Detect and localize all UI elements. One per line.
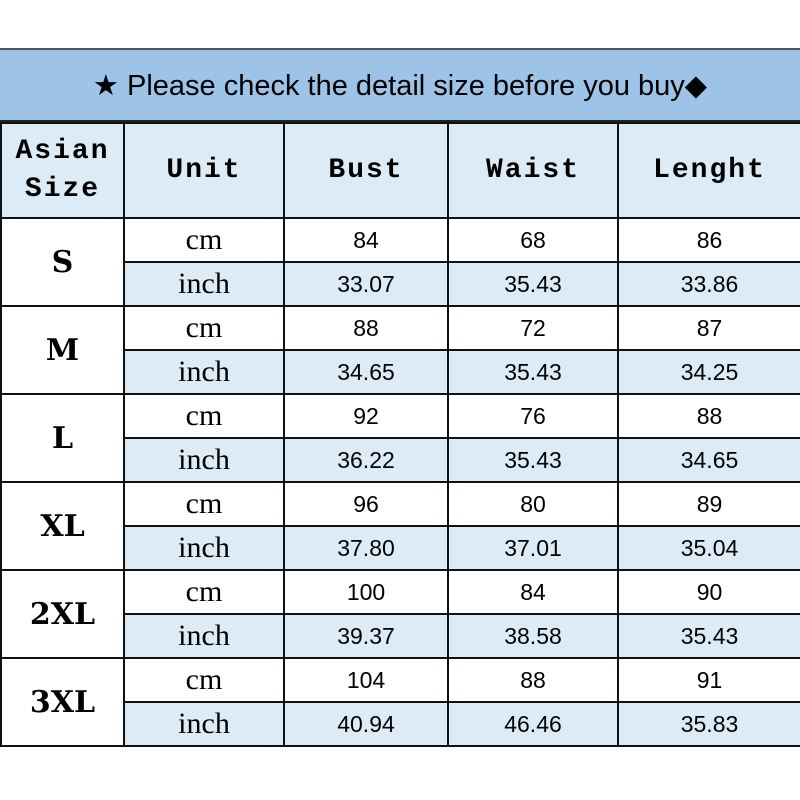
length-cell: 89 <box>617 481 800 527</box>
length-cell: 34.65 <box>617 437 800 483</box>
table-row: inch 40.94 46.46 35.83 <box>1 701 800 747</box>
bust-cell: 33.07 <box>283 261 449 307</box>
bust-cell: 84 <box>283 217 449 263</box>
bust-cell: 88 <box>283 305 449 351</box>
unit-cell: inch <box>123 437 285 483</box>
table-row: inch 37.80 37.01 35.04 <box>1 525 800 571</box>
header-asian-size: Asian Size <box>0 122 125 219</box>
size-notice-banner: ★ Please check the detail size before yo… <box>0 48 800 122</box>
header-row: Asian Size Unit Bust Waist Lenght <box>0 122 800 219</box>
length-cell: 35.04 <box>617 525 800 571</box>
length-cell: 91 <box>617 657 800 703</box>
length-cell: 35.43 <box>617 613 800 659</box>
bust-cell: 100 <box>283 569 449 615</box>
bust-cell: 40.94 <box>283 701 449 747</box>
size-label: S <box>0 217 125 307</box>
waist-cell: 88 <box>447 657 619 703</box>
size-label: M <box>0 305 125 395</box>
header-waist: Waist <box>447 122 619 219</box>
size-label: L <box>0 393 125 483</box>
waist-cell: 80 <box>447 481 619 527</box>
length-cell: 88 <box>617 393 800 439</box>
length-cell: 86 <box>617 217 800 263</box>
bust-cell: 96 <box>283 481 449 527</box>
table-row: 2XL cm 100 84 90 <box>0 569 800 659</box>
header-length: Lenght <box>617 122 800 219</box>
unit-cell: inch <box>123 349 285 395</box>
waist-cell: 35.43 <box>447 437 619 483</box>
waist-cell: 35.43 <box>447 261 619 307</box>
unit-cell: inch <box>123 525 285 571</box>
waist-cell: 84 <box>447 569 619 615</box>
bust-cell: 39.37 <box>283 613 449 659</box>
size-label: 3XL <box>0 657 125 747</box>
bust-cell: 36.22 <box>283 437 449 483</box>
waist-cell: 76 <box>447 393 619 439</box>
table-row: XL cm 96 80 89 <box>0 481 800 571</box>
unit-cell: cm <box>123 481 285 527</box>
waist-cell: 72 <box>447 305 619 351</box>
size-label: 2XL <box>0 569 125 659</box>
unit-cell: inch <box>123 613 285 659</box>
table-row: 3XL cm 104 88 91 <box>0 657 800 747</box>
length-cell: 34.25 <box>617 349 800 395</box>
unit-cell: cm <box>123 393 285 439</box>
waist-cell: 68 <box>447 217 619 263</box>
table-row: inch 36.22 35.43 34.65 <box>1 437 800 483</box>
length-cell: 87 <box>617 305 800 351</box>
unit-cell: cm <box>123 657 285 703</box>
unit-cell: cm <box>123 217 285 263</box>
header-unit: Unit <box>123 122 285 219</box>
table-row: inch 39.37 38.58 35.43 <box>1 613 800 659</box>
header-bust: Bust <box>283 122 449 219</box>
unit-cell: inch <box>123 701 285 747</box>
bust-cell: 34.65 <box>283 349 449 395</box>
table-row: inch 33.07 35.43 33.86 <box>1 261 800 307</box>
table-row: inch 34.65 35.43 34.25 <box>1 349 800 395</box>
waist-cell: 38.58 <box>447 613 619 659</box>
length-cell: 90 <box>617 569 800 615</box>
waist-cell: 35.43 <box>447 349 619 395</box>
bust-cell: 37.80 <box>283 525 449 571</box>
unit-cell: inch <box>123 261 285 307</box>
waist-cell: 46.46 <box>447 701 619 747</box>
bust-cell: 92 <box>283 393 449 439</box>
size-label: XL <box>0 481 125 571</box>
length-cell: 33.86 <box>617 261 800 307</box>
waist-cell: 37.01 <box>447 525 619 571</box>
bust-cell: 104 <box>283 657 449 703</box>
unit-cell: cm <box>123 305 285 351</box>
length-cell: 35.83 <box>617 701 800 747</box>
unit-cell: cm <box>123 569 285 615</box>
